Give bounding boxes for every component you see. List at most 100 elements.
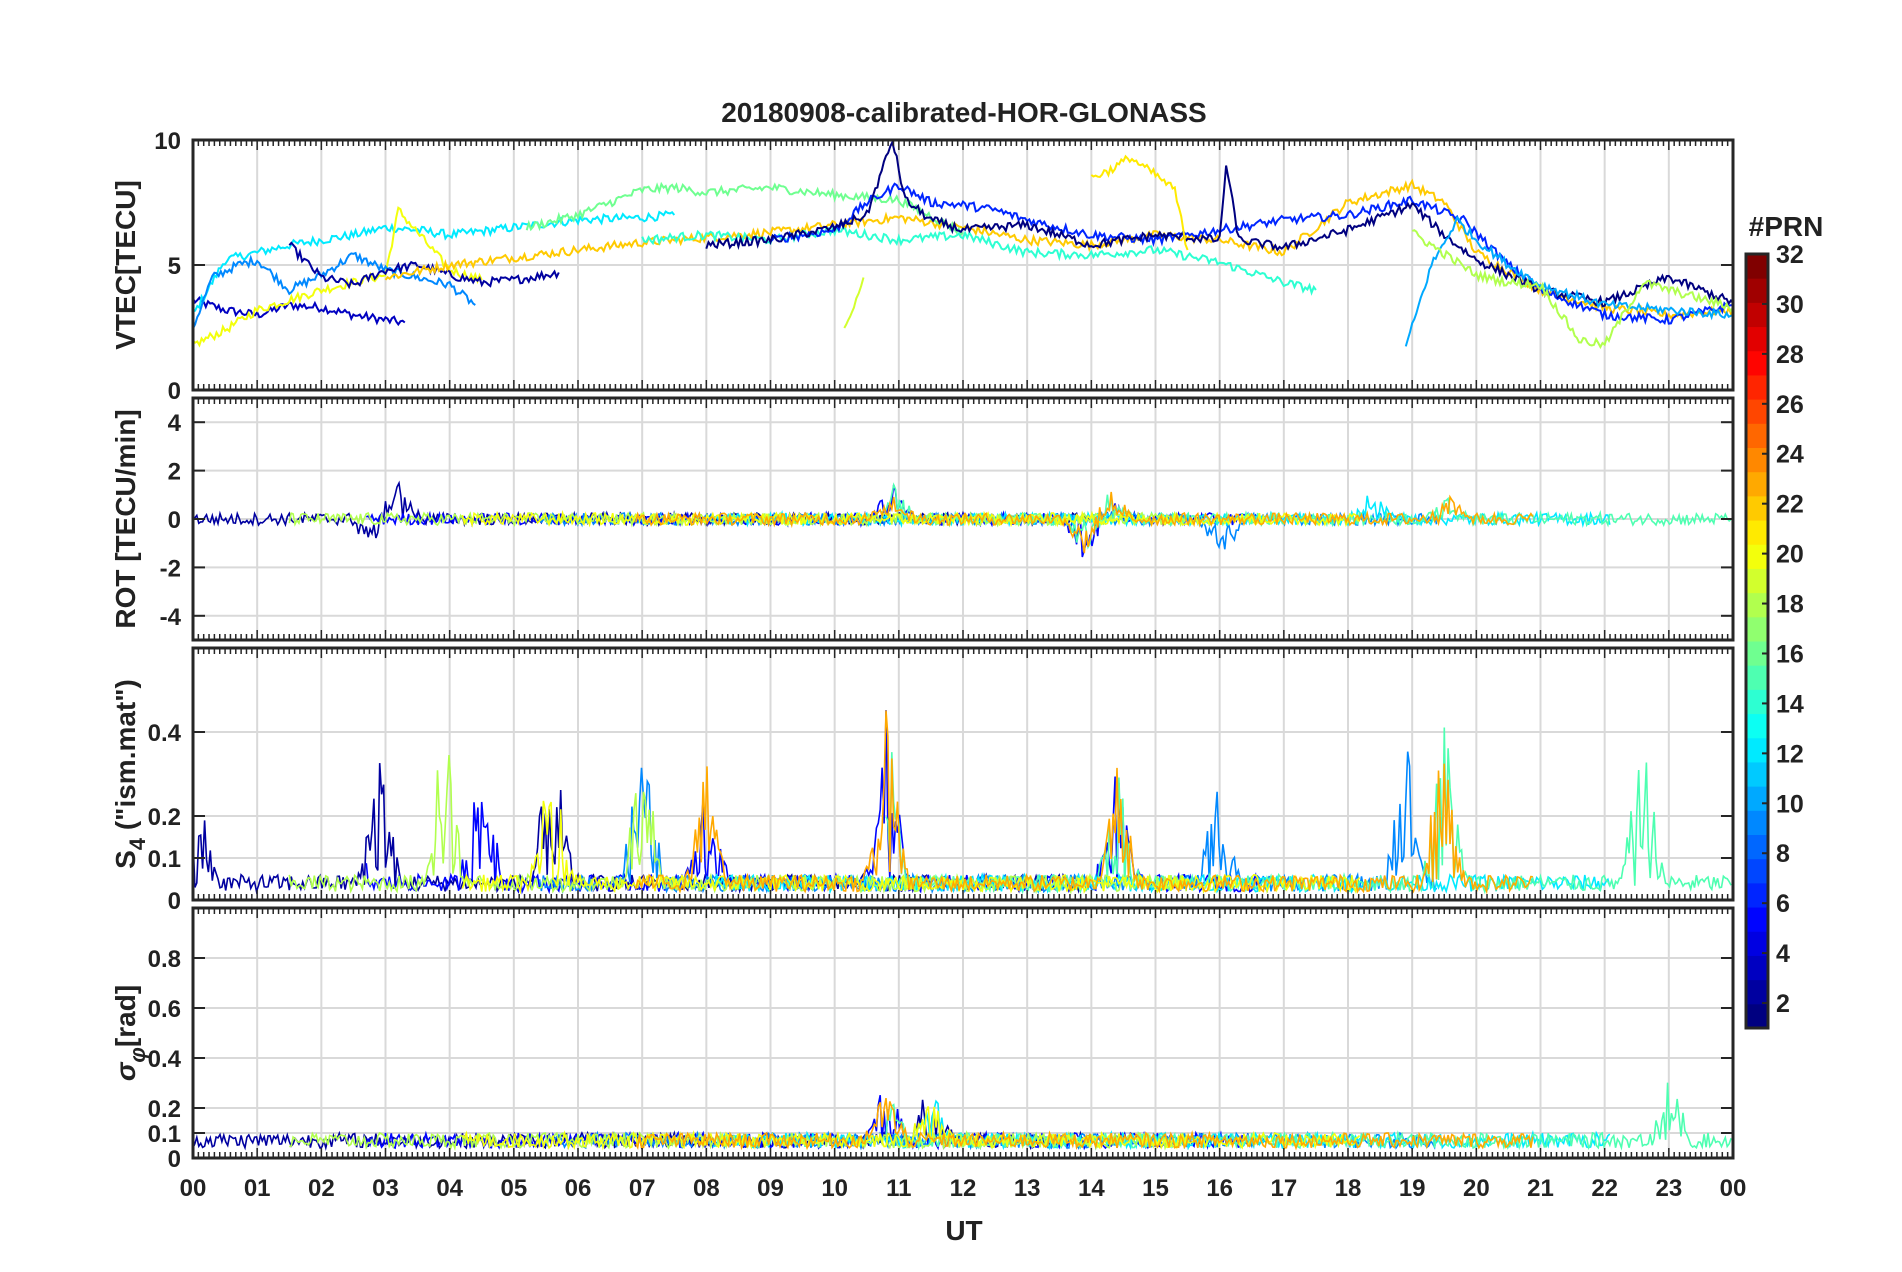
panel-2-ylabel: ROT [TECU/min] <box>110 409 141 628</box>
colorbar-segment <box>1746 350 1768 376</box>
panel-1: 0 5 10 VTEC[TECU] <box>110 128 1735 405</box>
panel-3-series <box>193 710 1732 895</box>
colorbar-segment <box>1746 858 1768 884</box>
panel-4: 00.10.2 0.4 0.6 0.8 σφ[rad] <box>110 906 1735 1173</box>
panel-2-series <box>193 480 1732 558</box>
colorbar-segment <box>1746 254 1768 279</box>
y-tick-label: 0 <box>168 378 181 405</box>
colorbar-segment <box>1746 423 1768 448</box>
vtec-series-prn-1 <box>705 140 1733 308</box>
vtec-series-prn-21 <box>1090 154 1189 251</box>
colorbar-segment <box>1746 834 1768 860</box>
x-tick-label: 22 <box>1591 1175 1618 1202</box>
colorbar-tick-label: 8 <box>1776 840 1790 868</box>
x-tick-label: 17 <box>1270 1175 1297 1202</box>
colorbar-segment <box>1746 495 1768 521</box>
x-tick-label: 09 <box>757 1175 784 1202</box>
panel-1-ylabel: VTEC[TECU] <box>110 180 141 350</box>
x-tick-label: 10 <box>821 1175 848 1202</box>
x-tick-label: 07 <box>629 1175 656 1202</box>
vtec-series-prn-18 <box>1411 229 1733 350</box>
y-tick-label: 0.4 <box>148 720 182 747</box>
colorbar-segment <box>1746 810 1768 835</box>
colorbar-segment <box>1746 665 1768 690</box>
colorbar-label: #PRN <box>1749 211 1824 242</box>
colorbar-tick-label: 20 <box>1776 541 1804 569</box>
vtec-series-prn-10 <box>1404 215 1733 347</box>
colorbar-tick-label: 2 <box>1776 990 1790 1018</box>
panel-4-trace <box>635 1097 1534 1151</box>
panel-2: -4 -2 0 2 4 ROT [TECU/min] <box>110 396 1735 642</box>
x-tick-label: 18 <box>1335 1175 1362 1202</box>
colorbar-segment <box>1746 713 1768 739</box>
colorbar-tick-label: 24 <box>1776 441 1804 469</box>
y-tick-label: 0.4 <box>148 1046 182 1073</box>
x-tick-label: 21 <box>1527 1175 1554 1202</box>
x-tick-label: 06 <box>565 1175 592 1202</box>
colorbar-segment <box>1746 907 1768 932</box>
x-axis-label: UT <box>945 1215 982 1246</box>
y-tick-label: -4 <box>160 604 182 631</box>
x-tick-label: 02 <box>308 1175 335 1202</box>
x-tick-label: 19 <box>1399 1175 1426 1202</box>
panel-3-trace <box>712 872 1611 895</box>
x-tick-label: 23 <box>1655 1175 1682 1202</box>
colorbar-tick-label: 6 <box>1776 890 1790 918</box>
x-tick-label: 16 <box>1206 1175 1233 1202</box>
vtec-series-prn-3 <box>193 296 406 327</box>
panel-1-series <box>193 140 1733 350</box>
x-tick-label: 08 <box>693 1175 720 1202</box>
colorbar-segment <box>1746 374 1768 400</box>
y-tick-label: 0 <box>168 1146 181 1173</box>
panel-2-trace <box>635 491 1534 554</box>
colorbar-tick-label: 16 <box>1776 640 1804 668</box>
colorbar-tick-label: 10 <box>1776 790 1804 818</box>
colorbar-segment <box>1746 278 1768 303</box>
colorbar-segment <box>1746 761 1768 787</box>
y-tick-label: 0.8 <box>148 946 181 973</box>
y-tick-label: 0.1 <box>148 846 181 873</box>
x-tick-label: 14 <box>1078 1175 1105 1202</box>
colorbar-tick-label: 14 <box>1776 690 1804 718</box>
x-tick-label: 11 <box>886 1175 911 1202</box>
colorbar-segment <box>1746 1003 1768 1029</box>
colorbar-tick-label: 12 <box>1776 740 1804 768</box>
colorbar-frame <box>1744 252 1770 1030</box>
x-tick-label: 04 <box>436 1175 463 1202</box>
y-tick-label: 5 <box>168 253 181 280</box>
colorbar-tick-label: 18 <box>1776 591 1804 619</box>
x-tick-label: 05 <box>500 1175 527 1202</box>
vtec-series-prn-12 <box>193 210 676 313</box>
colorbar-segment <box>1746 399 1768 424</box>
colorbar-tick-label: 32 <box>1776 241 1804 269</box>
y-tick-label: 0.2 <box>148 1096 181 1123</box>
colorbar-tick-label: 28 <box>1776 341 1804 369</box>
panel-4-series <box>193 1082 1732 1152</box>
colorbar-segment <box>1746 737 1768 763</box>
y-tick-label: 10 <box>154 128 181 155</box>
colorbar-segment <box>1746 326 1768 352</box>
x-tick-label: 00 <box>1720 1175 1747 1202</box>
colorbar-segment <box>1746 520 1768 545</box>
y-tick-label: 0 <box>168 507 181 534</box>
colorbar-segment <box>1746 931 1768 956</box>
y-tick-label: 0 <box>168 888 181 915</box>
x-tick-label: 15 <box>1142 1175 1169 1202</box>
y-tick-label: -2 <box>160 555 181 582</box>
vtec-series-prn-9 <box>193 251 476 330</box>
vtec-series-prn-20 <box>193 206 483 348</box>
x-tick-label: 01 <box>244 1175 271 1202</box>
colorbar-segment <box>1746 979 1768 1005</box>
colorbar-segment <box>1746 786 1768 811</box>
colorbar-tick-label: 4 <box>1776 940 1790 968</box>
vtec-series-prn-6 <box>769 182 1733 326</box>
colorbar-tick-label: 22 <box>1776 491 1804 519</box>
colorbar-segment <box>1746 955 1768 981</box>
colorbar-segment <box>1746 447 1768 473</box>
colorbar-segment <box>1746 882 1768 908</box>
colorbar-segment <box>1746 689 1768 715</box>
panel-3-ylabel: S4 ("ism.mat") <box>110 679 150 869</box>
x-tick-label: 00 <box>180 1175 207 1202</box>
